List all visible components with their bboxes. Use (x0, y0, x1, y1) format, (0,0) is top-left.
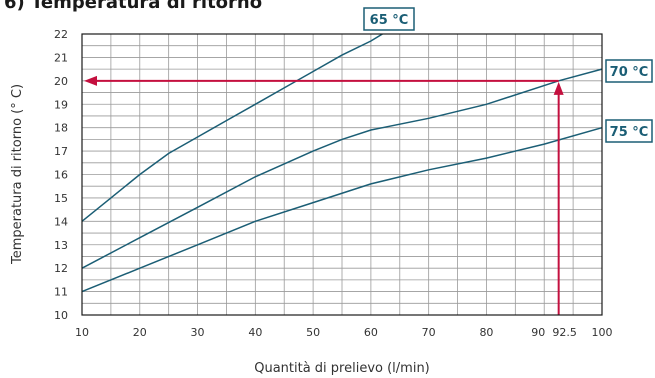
grid (82, 34, 602, 315)
y-tick-label: 15 (54, 192, 68, 205)
x-tick-label: 20 (133, 326, 147, 339)
up-arrow-head (553, 81, 564, 95)
x-tick-label: 50 (306, 326, 320, 339)
y-tick-labels: 10 11 12 13 14 15 16 17 18 19 20 21 22 (54, 28, 68, 322)
series-labels: 65 °C 70 °C 75 °C (363, 7, 653, 143)
x-tick-label: 80 (479, 326, 493, 339)
y-tick-label: 13 (54, 239, 68, 252)
series-label-box (363, 7, 415, 31)
x-tick-label: 70 (422, 326, 436, 339)
series-label: 75 °C (610, 125, 649, 140)
x-tick-label: 60 (364, 326, 378, 339)
y-tick-label: 20 (54, 75, 68, 88)
series-label: 65 °C (370, 13, 409, 28)
reading-markers: 92.5 (84, 75, 577, 339)
series-label: 70 °C (610, 65, 649, 80)
plot-frame (81, 33, 603, 316)
x-reading-label: 92.5 (552, 326, 577, 339)
series-line (81, 33, 383, 222)
y-tick-label: 22 (54, 28, 68, 41)
y-tick-label: 16 (54, 169, 68, 182)
x-tick-label: 100 (592, 326, 613, 339)
y-tick-label: 18 (54, 122, 68, 135)
y-tick-label: 19 (54, 98, 68, 111)
y-tick-label: 11 (54, 286, 68, 299)
left-arrow-head (84, 75, 97, 86)
y-tick-label: 21 (54, 51, 68, 64)
y-tick-label: 10 (54, 309, 68, 322)
y-tick-label: 17 (54, 145, 68, 158)
y-tick-label: 12 (54, 262, 68, 275)
x-tick-label: 90 (531, 326, 545, 339)
x-tick-label: 30 (191, 326, 205, 339)
series-label-box (605, 59, 653, 83)
series-line (81, 126, 603, 293)
x-tick-labels: 10 20 30 40 50 60 70 80 90 100 (75, 326, 613, 339)
series-lines (81, 33, 603, 293)
y-axis-label: Temperatura di ritorno (° C) (10, 84, 25, 265)
x-axis-label: Quantità di prelievo (l/min) (254, 361, 430, 376)
x-tick-label: 10 (75, 326, 89, 339)
series-label-box (605, 119, 653, 143)
x-tick-label: 40 (248, 326, 262, 339)
series-line (81, 68, 603, 269)
chart-title: 6) Temperatura di ritorno (4, 0, 262, 13)
y-tick-label: 14 (54, 215, 68, 228)
